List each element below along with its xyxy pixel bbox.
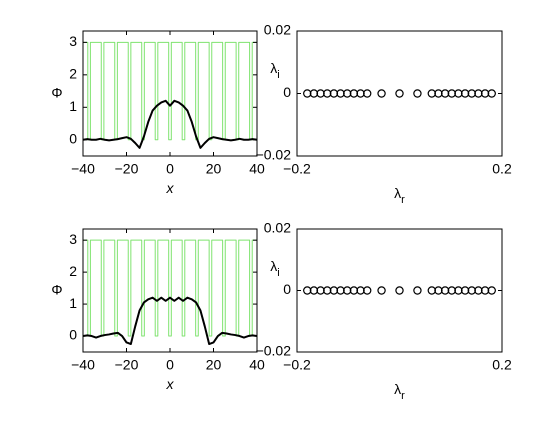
point: [377, 89, 386, 98]
x-tick-label: 40: [249, 357, 265, 373]
line-series: [83, 239, 257, 337]
line-series: [83, 99, 257, 149]
y-tick-label: 0: [283, 84, 291, 100]
point: [377, 286, 386, 295]
y-tick-label: 1: [69, 98, 77, 114]
axis-label-subscript: i: [277, 69, 279, 81]
axis-label: λr: [394, 185, 405, 206]
y-tick-label: −0.02: [256, 147, 292, 163]
line-series: [83, 41, 257, 141]
axes-box: [83, 31, 257, 156]
y-tick-label: 0: [283, 281, 291, 297]
x-tick-label: −40: [71, 161, 95, 177]
axis-label-text: λ: [270, 258, 277, 274]
x-tick-label: 0: [166, 357, 174, 373]
point: [395, 286, 404, 295]
axes-box: [83, 229, 257, 352]
axis-label-subscript: r: [401, 390, 405, 402]
point: [413, 286, 422, 295]
axis-label-text: x: [166, 180, 175, 196]
x-tick-label: 0: [166, 161, 174, 177]
axis-label: Φ: [51, 281, 62, 297]
x-tick-label: −0.2: [283, 357, 311, 373]
axis-label-text: λ: [394, 381, 401, 397]
point: [363, 89, 372, 98]
axis-label-subscript: r: [401, 194, 405, 206]
x-tick-label: −20: [115, 161, 139, 177]
y-tick-label: 0: [69, 327, 77, 343]
plot-area: [83, 239, 257, 346]
point: [487, 286, 496, 295]
point: [487, 89, 496, 98]
axis-label-text: x: [166, 376, 175, 392]
axis-label-text: λ: [394, 185, 401, 201]
line-series: [83, 296, 257, 346]
axis-label: λi: [270, 60, 279, 81]
x-tick-label: 20: [206, 161, 222, 177]
x-tick-label: 40: [249, 161, 265, 177]
y-tick-label: 3: [69, 231, 77, 247]
axis-label-text: λ: [270, 60, 277, 76]
y-tick-label: 0: [69, 130, 77, 146]
point: [395, 89, 404, 98]
y-tick-label: 1: [69, 295, 77, 311]
axis-label: λr: [394, 381, 405, 402]
x-tick-label: −0.2: [283, 161, 311, 177]
y-tick-label: 2: [69, 263, 77, 279]
y-tick-label: 0.02: [264, 220, 291, 236]
plot-area: [83, 41, 257, 149]
axis-label-text: Φ: [51, 281, 62, 297]
x-tick-label: 0.2: [492, 161, 512, 177]
y-tick-label: −0.02: [256, 343, 292, 359]
axes-frame: [82, 30, 258, 157]
y-tick-label: 2: [69, 66, 77, 82]
plot-area: [303, 286, 496, 295]
axis-label: Φ: [51, 84, 62, 100]
axes-box: [297, 229, 502, 352]
plot-area: [303, 89, 496, 98]
axes-frame: [296, 30, 503, 157]
axis-label-text: Φ: [51, 84, 62, 100]
x-tick-label: −40: [71, 357, 95, 373]
x-tick-label: 0.2: [492, 357, 512, 373]
y-tick-label: 0.02: [264, 22, 291, 38]
x-tick-label: 20: [206, 357, 222, 373]
axes-frame: [82, 228, 258, 353]
point: [413, 89, 422, 98]
axis-label: x: [166, 376, 175, 392]
y-tick-label: 3: [69, 33, 77, 49]
x-tick-label: −20: [115, 357, 139, 373]
axis-label: λi: [270, 258, 279, 279]
axis-label-subscript: i: [277, 267, 279, 279]
axis-label: x: [166, 180, 175, 196]
point: [363, 286, 372, 295]
axes-box: [297, 31, 502, 156]
axes-frame: [296, 228, 503, 353]
